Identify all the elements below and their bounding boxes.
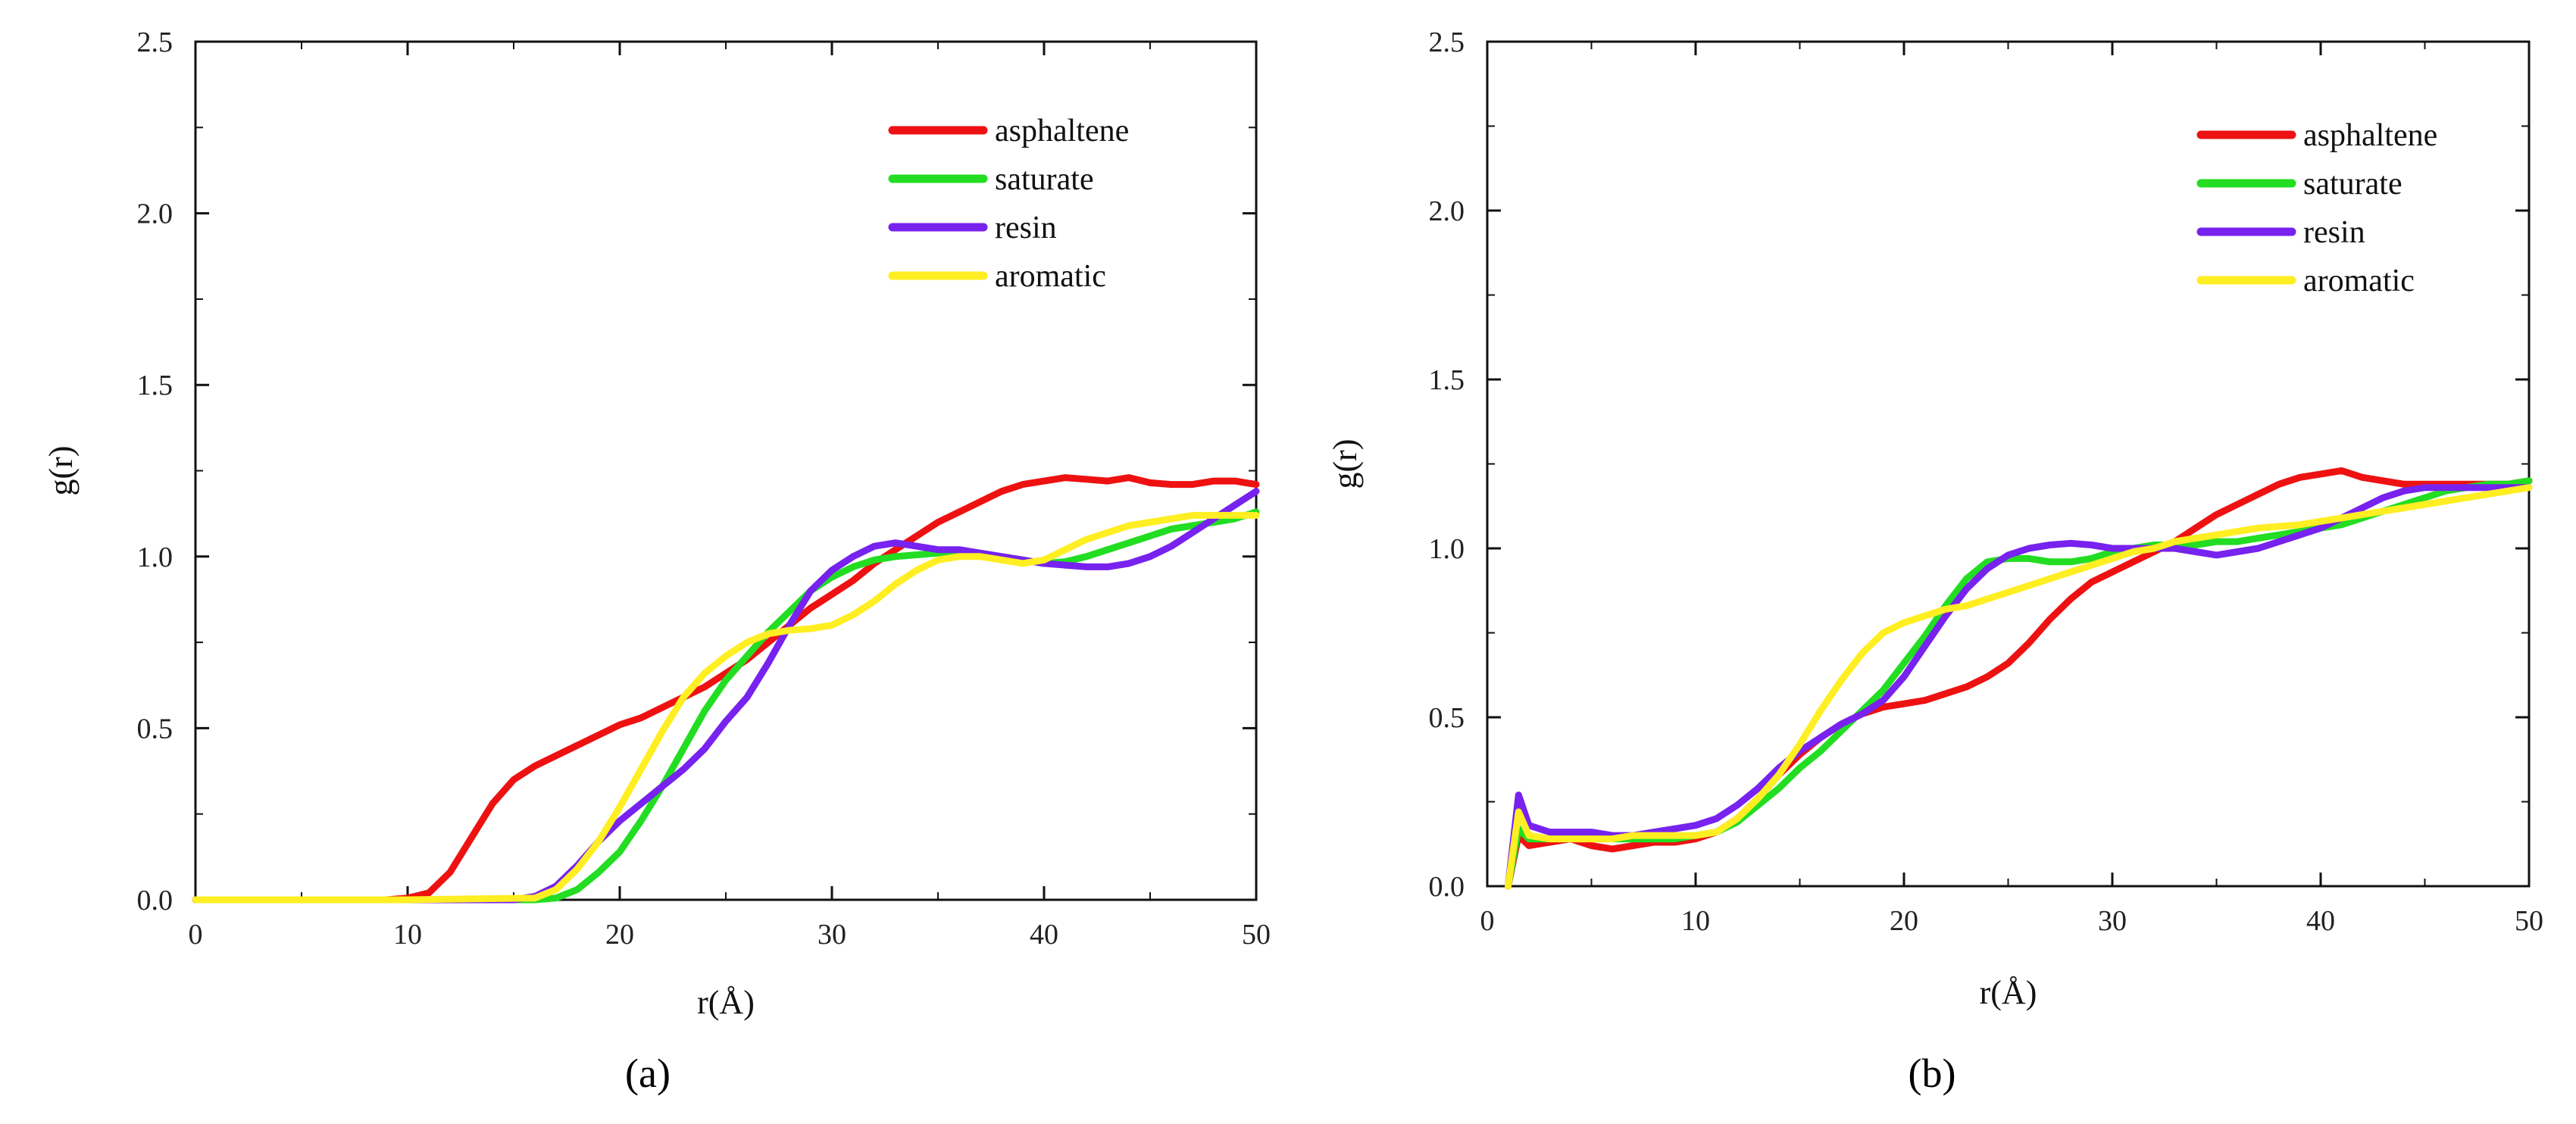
y-tick-label: 2.5 (137, 27, 174, 58)
x-axis-title: r(Å) (697, 984, 755, 1021)
legend-label-resin: resin (2303, 215, 2365, 250)
y-tick-label: 0.0 (1429, 871, 1465, 903)
legend-label-resin: resin (995, 211, 1057, 245)
y-axis-title: g(r) (1327, 439, 1364, 489)
legend-label-asphaltene: asphaltene (995, 114, 1129, 148)
panel-caption: (b) (1909, 1051, 1956, 1096)
y-axis-title: g(r) (42, 446, 80, 496)
x-tick-label: 10 (1681, 905, 1710, 937)
y-tick-label: 2.5 (1429, 27, 1465, 58)
y-tick-label: 0.5 (1429, 702, 1465, 734)
x-tick-label: 20 (605, 919, 634, 951)
x-tick-label: 10 (393, 919, 422, 951)
x-tick-label: 0 (1480, 905, 1495, 937)
x-tick-label: 30 (2098, 905, 2127, 937)
legend-label-asphaltene: asphaltene (2303, 118, 2437, 153)
x-tick-label: 50 (1242, 919, 1271, 951)
y-tick-label: 1.5 (1429, 364, 1465, 396)
x-tick-label: 50 (2515, 905, 2543, 937)
y-tick-label: 2.0 (137, 198, 174, 230)
series-line-asphaltene (192, 474, 1260, 904)
x-tick-label: 40 (2306, 905, 2335, 937)
y-tick-label: 0.0 (137, 885, 174, 916)
series-line-asphaltene (1505, 467, 2533, 890)
y-tick-label: 1.0 (1429, 533, 1465, 565)
x-tick-label: 20 (1890, 905, 1918, 937)
legend-label-saturate: saturate (2303, 167, 2402, 201)
series-line-saturate (192, 508, 1260, 904)
legend-label-aromatic: aromatic (2303, 264, 2415, 298)
panel-caption: (a) (625, 1051, 671, 1096)
x-tick-label: 30 (818, 919, 846, 951)
y-tick-label: 0.5 (137, 713, 174, 745)
series-line-resin (1505, 484, 2533, 890)
chart-panel-a: 0 10 20 30 40 50 0.0 0.5 1.0 1.5 2.0 2.5 r(Å) g(r) asp… (42, 27, 1271, 1096)
x-axis-title: r(Å) (1980, 974, 2037, 1011)
x-tick-label: 40 (1030, 919, 1058, 951)
legend-label-aromatic: aromatic (995, 259, 1106, 294)
series-line-aromatic (1505, 484, 2533, 890)
chart-panel-b: 0 10 20 30 40 50 0.0 0.5 1.0 1.5 2.0 2.5 r(Å) g(r) asp… (1327, 27, 2543, 1096)
x-tick-label: 0 (189, 919, 203, 951)
y-tick-label: 1.0 (137, 542, 174, 573)
series-line-aromatic (192, 511, 1260, 904)
y-tick-label: 1.5 (137, 370, 174, 401)
series-line-saturate (1505, 477, 2533, 890)
y-tick-label: 2.0 (1429, 195, 1465, 227)
legend-label-saturate: saturate (995, 162, 1094, 197)
plot-frame (194, 40, 1258, 901)
